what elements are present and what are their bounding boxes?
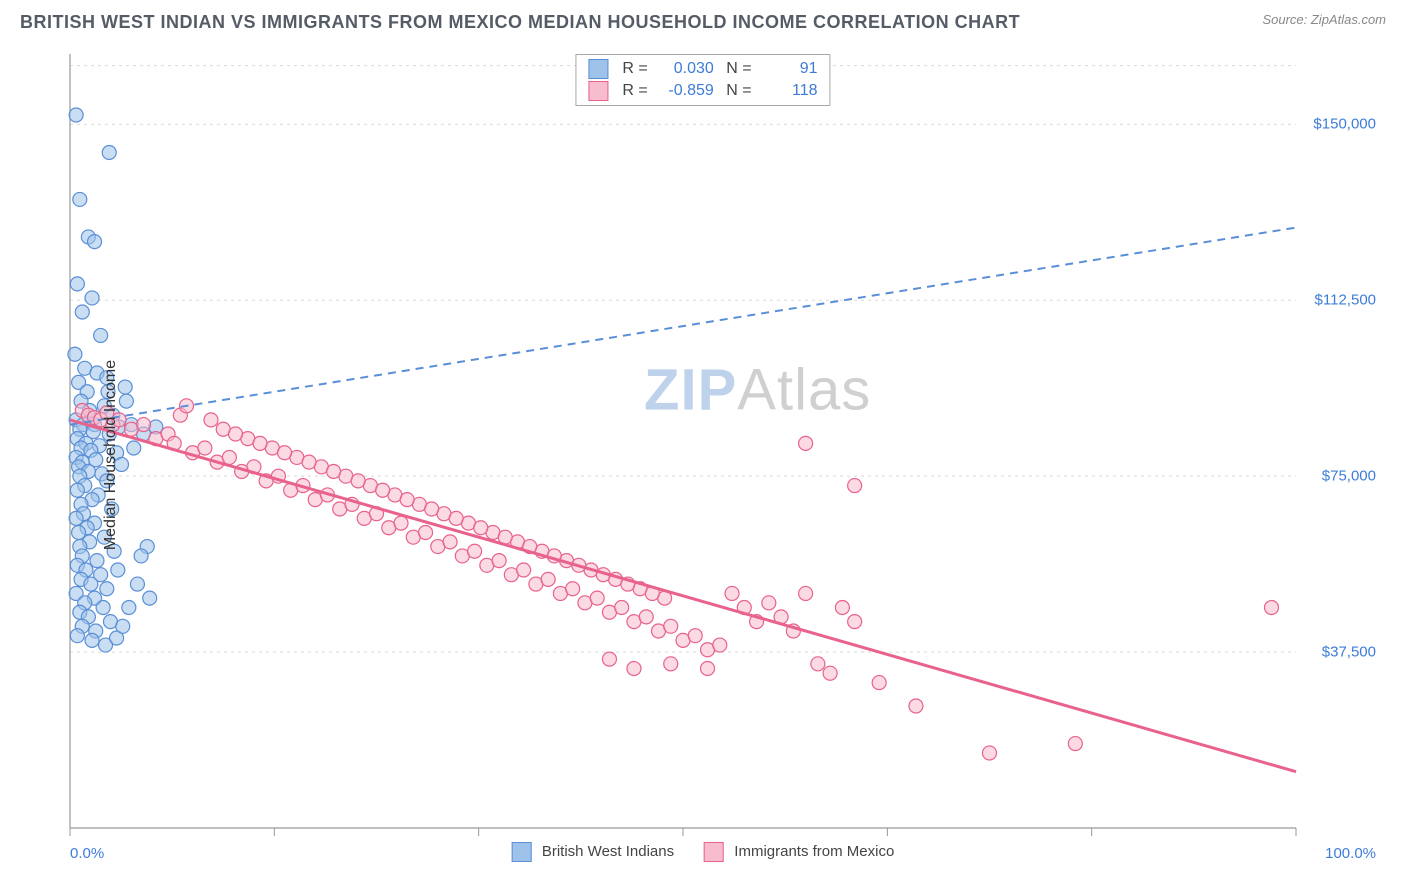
legend-item-0: British West Indians [512,842,674,862]
legend-swatch-1 [704,842,724,862]
stats-swatch-1 [588,81,608,101]
stats-n-label-1: N = [722,82,752,100]
stats-r-value-1: -0.859 [656,82,714,100]
y-tick-label: $112,500 [1315,292,1376,309]
legend-item-1: Immigrants from Mexico [704,842,894,862]
stats-r-label-1: R = [622,82,647,100]
x-axis-max-label: 100.0% [1325,845,1376,862]
stats-row-series-1: R = -0.859 N = 118 [588,81,817,101]
chart-title: BRITISH WEST INDIAN VS IMMIGRANTS FROM M… [20,12,1020,33]
legend-label-1: Immigrants from Mexico [734,843,894,860]
stats-n-value-0: 91 [760,60,818,78]
stats-n-value-1: 118 [760,82,818,100]
y-tick-label: $37,500 [1322,644,1376,661]
legend-label-0: British West Indians [542,843,674,860]
stats-r-label-0: R = [622,60,647,78]
legend-swatch-0 [512,842,532,862]
x-axis-min-label: 0.0% [70,845,104,862]
chart-area: Median Household Income ZIPAtlas R = 0.0… [20,48,1386,862]
y-tick-label: $150,000 [1313,116,1376,133]
y-tick-label: $75,000 [1322,468,1376,485]
legend: British West Indians Immigrants from Mex… [512,842,895,862]
source-attribution: Source: ZipAtlas.com [1262,12,1386,27]
y-axis-title: Median Household Income [102,360,120,550]
stats-row-series-0: R = 0.030 N = 91 [588,59,817,79]
scatter-chart-svg [20,48,1386,862]
stats-r-value-0: 0.030 [656,60,714,78]
stats-swatch-0 [588,59,608,79]
correlation-stats-box: R = 0.030 N = 91 R = -0.859 N = 118 [575,54,830,106]
stats-n-label-0: N = [722,60,752,78]
